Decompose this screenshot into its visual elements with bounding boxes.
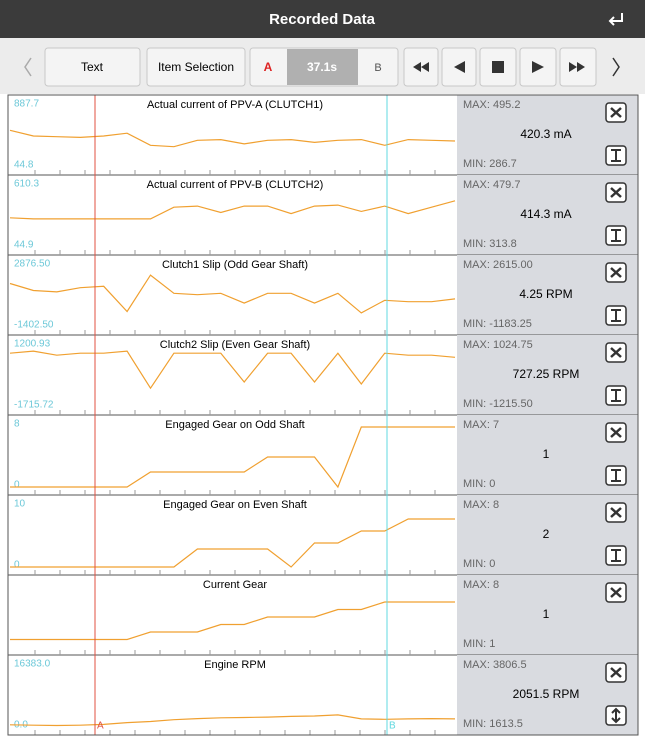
prev-page[interactable] [24,57,32,77]
min-label: MIN: 313.8 [463,238,517,250]
panel-title: Clutch1 Slip (Odd Gear Shaft) [162,259,308,271]
range-label: 1200.93 [14,339,51,350]
next-page[interactable] [612,57,620,77]
header-title: Recorded Data [269,11,376,28]
text-button-label: Text [81,60,104,74]
current-value: 4.25 RPM [519,287,572,301]
min-label: MIN: -1183.25 [463,318,532,330]
current-value: 1 [543,447,550,461]
remove-icon [610,267,622,278]
remove-icon [610,587,622,598]
current-value: 727.25 RPM [513,367,580,381]
range-label: 2876.50 [14,259,51,270]
range-label: 887.7 [14,99,39,110]
range-label: 0 [14,480,20,491]
min-label: MIN: 286.7 [463,158,517,170]
current-value: 2 [543,527,550,541]
range-label: 610.3 [14,179,39,190]
max-label: MAX: 8 [463,499,499,511]
remove-icon [610,427,622,438]
current-value: 1 [543,607,550,621]
cursor-a-label: A [97,721,104,732]
max-label: MAX: 7 [463,419,499,431]
panel-title: Current Gear [203,579,268,591]
frame [7,94,639,736]
range-label: 44.9 [14,240,34,251]
max-label: MAX: 3806.5 [463,659,527,671]
trace [9,200,456,220]
panel-title: Engine RPM [204,659,266,671]
scale-icon [611,149,621,162]
panel-title: Actual current of PPV-B (CLUTCH2) [147,179,324,191]
min-label: MIN: 1613.5 [463,718,523,730]
panel-title: Engaged Gear on Even Shaft [163,499,307,511]
min-label: MIN: -1215.50 [463,398,533,410]
range-label: 0 [14,560,20,571]
scale-icon [611,707,621,724]
stop-icon [492,61,504,73]
scale-icon [611,389,621,402]
panel-title: Actual current of PPV-A (CLUTCH1) [147,99,323,111]
cursor-b-label: B [389,721,396,732]
panel-title: Clutch2 Slip (Even Gear Shaft) [160,339,310,351]
item-selection-button[interactable] [146,47,246,87]
range-label: 16383.0 [14,659,51,670]
remove-icon [610,107,622,118]
step-back-icon [454,61,465,73]
max-label: MAX: 8 [463,579,499,591]
scale-icon [611,469,621,482]
max-label: MAX: 1024.75 [463,339,533,351]
remove-icon [610,347,622,358]
panel-title: Engaged Gear on Odd Shaft [165,419,304,431]
trace [10,426,455,489]
current-value: 414.3 mA [520,207,571,221]
max-label: MAX: 479.7 [463,179,520,191]
play-icon [532,61,544,73]
rewind-icon [413,62,429,72]
remove-icon [610,507,622,518]
scale-icon [611,309,621,322]
range-label: 10 [14,499,26,510]
trace [9,274,456,314]
max-label: MAX: 2615.00 [463,259,533,271]
trace [10,518,455,568]
range-label: 8 [14,419,20,430]
item-selection-label: Item Selection [158,60,234,74]
trace [9,714,456,727]
time-box [287,49,358,85]
fast-forward-icon [569,62,585,72]
text-button[interactable] [44,47,141,87]
trace [9,129,456,148]
time-value: 37.1s [307,60,337,74]
scale-icon [611,229,621,242]
remove-icon [610,187,622,198]
scale-icon [611,549,621,562]
current-value: 2051.5 RPM [513,687,580,701]
min-label: MIN: 0 [463,478,495,490]
min-label: MIN: 0 [463,558,495,570]
range-label: 44.8 [14,160,34,171]
min-label: MIN: 1 [463,638,495,650]
cursor-a-button[interactable]: A [264,60,273,74]
trace [10,601,455,641]
back-button[interactable] [608,13,623,26]
remove-icon [610,667,622,678]
cursor-b-button[interactable]: B [374,62,381,74]
current-value: 420.3 mA [520,127,571,141]
max-label: MAX: 495.2 [463,99,520,111]
range-label: -1402.50 [14,320,54,331]
header-bar [0,0,645,38]
range-label: -1715.72 [14,400,54,411]
trace [9,350,456,390]
